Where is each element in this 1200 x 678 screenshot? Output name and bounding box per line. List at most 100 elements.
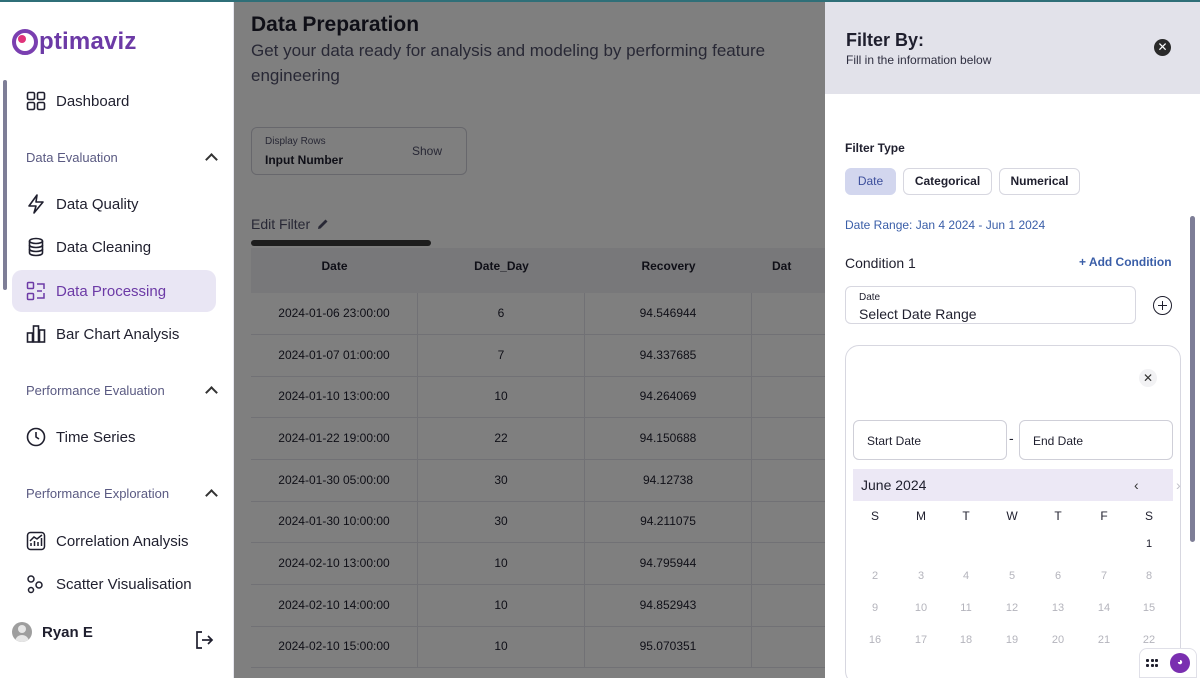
- section-label: Data Evaluation: [26, 150, 118, 165]
- close-picker-icon[interactable]: ✕: [1139, 369, 1157, 387]
- assistant-bot-icon[interactable]: ◕: [1170, 653, 1190, 673]
- calendar-day: 13: [1051, 602, 1065, 614]
- calendar-day: 17: [914, 634, 928, 646]
- calendar-day: 22: [1142, 634, 1156, 646]
- modal-backdrop[interactable]: [234, 2, 825, 678]
- close-icon[interactable]: ✕: [1154, 39, 1171, 56]
- weekday-label: T: [962, 509, 970, 523]
- calendar-day: 14: [1097, 602, 1111, 614]
- brand-name: ptimaviz: [39, 28, 137, 55]
- sidebar-item-data-cleaning[interactable]: Data Cleaning: [12, 226, 216, 268]
- filter-type-date[interactable]: Date: [845, 168, 896, 195]
- filter-type-label: Filter Type: [845, 141, 905, 155]
- calendar-day: 21: [1097, 634, 1111, 646]
- weekday-label: M: [916, 509, 926, 523]
- filter-drawer: Filter By: Fill in the information below…: [825, 2, 1200, 678]
- sidebar-item-dashboard[interactable]: Dashboard: [12, 80, 216, 122]
- calendar-day: 7: [1100, 570, 1108, 582]
- logout-icon[interactable]: [194, 630, 214, 650]
- date-range-text: Date Range: Jan 4 2024 - Jun 1 2024: [845, 218, 1046, 232]
- sidebar-item-label: Correlation Analysis: [56, 532, 189, 550]
- filter-type-numerical[interactable]: Numerical: [999, 168, 1080, 195]
- sidebar: ptimaviz Dashboard Data Evaluation Data …: [0, 0, 234, 678]
- calendar-month-bar: June 2024 ‹ ›: [853, 469, 1181, 501]
- apps-grid-icon[interactable]: [1146, 658, 1158, 668]
- assistant-widget[interactable]: ◕: [1139, 648, 1197, 678]
- sidebar-item-time-series[interactable]: Time Series: [12, 416, 216, 458]
- chevron-up-icon: [205, 386, 218, 399]
- weekday-label: S: [870, 509, 879, 523]
- sidebar-item-label: Scatter Visualisation: [56, 575, 192, 593]
- weekday-label: T: [1054, 509, 1062, 523]
- section-performance-evaluation[interactable]: Performance Evaluation: [26, 383, 220, 399]
- clock-icon: [25, 426, 47, 448]
- user-name: Ryan E: [42, 623, 93, 641]
- section-label: Performance Exploration: [26, 486, 170, 501]
- section-performance-exploration[interactable]: Performance Exploration: [26, 486, 220, 502]
- calendar-day: 19: [1005, 634, 1019, 646]
- processing-icon: [25, 280, 47, 302]
- calendar-day[interactable]: 1: [1145, 538, 1153, 550]
- bolt-icon: [25, 193, 47, 215]
- calendar-day: 9: [871, 602, 879, 614]
- calendar-day: 15: [1142, 602, 1156, 614]
- section-label: Performance Evaluation: [26, 383, 165, 398]
- chevron-up-icon: [205, 153, 218, 166]
- line-chart-icon: [25, 530, 47, 552]
- dashboard-grid-icon: [25, 90, 47, 112]
- calendar-day: 16: [868, 634, 882, 646]
- add-condition-button[interactable]: + Add Condition: [1079, 255, 1172, 269]
- user-profile[interactable]: Ryan E: [12, 622, 93, 642]
- calendar-day: 11: [960, 602, 972, 614]
- calendar-day: 2: [871, 570, 879, 582]
- drawer-subtitle: Fill in the information below: [846, 53, 992, 67]
- logo-mark-icon: [12, 29, 38, 55]
- condition-label: Condition 1: [845, 255, 916, 271]
- calendar-day: 18: [959, 634, 973, 646]
- top-accent-line: [0, 0, 1200, 2]
- drawer-scrollbar[interactable]: [1190, 216, 1195, 542]
- date-picker-card: [845, 345, 1181, 678]
- avatar: [12, 622, 32, 642]
- chevron-up-icon: [205, 489, 218, 502]
- calendar-day: 3: [917, 570, 925, 582]
- sidebar-item-correlation-analysis[interactable]: Correlation Analysis: [12, 520, 216, 562]
- sidebar-item-label: Bar Chart Analysis: [56, 325, 180, 343]
- drawer-title: Filter By:: [846, 30, 925, 50]
- app-logo[interactable]: ptimaviz: [12, 28, 137, 56]
- sidebar-item-data-processing[interactable]: Data Processing: [12, 270, 216, 312]
- calendar-day: 10: [914, 602, 928, 614]
- calendar-day: 8: [1145, 570, 1153, 582]
- scatter-icon: [25, 573, 47, 595]
- sidebar-item-bar-chart-analysis[interactable]: Bar Chart Analysis: [12, 313, 216, 355]
- sidebar-item-scatter-visualisation[interactable]: Scatter Visualisation: [12, 563, 216, 605]
- calendar-day: 4: [962, 570, 970, 582]
- database-icon: [25, 236, 47, 258]
- bar-chart-icon: [25, 323, 47, 345]
- sidebar-item-label: Dashboard: [56, 92, 130, 110]
- chevron-right-icon[interactable]: ›: [1176, 477, 1181, 493]
- add-circle-icon[interactable]: [1153, 296, 1172, 315]
- date-field-label: Date: [859, 292, 881, 303]
- weekday-label: F: [1100, 509, 1108, 523]
- calendar-day: 20: [1051, 634, 1065, 646]
- start-date-input[interactable]: Start Date: [853, 420, 1007, 460]
- calendar-day: 12: [1005, 602, 1019, 614]
- sidebar-item-data-quality[interactable]: Data Quality: [12, 183, 216, 225]
- sidebar-scrollbar[interactable]: [3, 80, 7, 290]
- sidebar-item-label: Data Quality: [56, 195, 139, 213]
- weekday-label: S: [1144, 509, 1153, 523]
- chevron-left-icon[interactable]: ‹: [1134, 477, 1139, 493]
- date-field-value: Select Date Range: [859, 306, 977, 322]
- date-range-select[interactable]: Date Select Date Range: [845, 286, 1136, 324]
- filter-type-categorical[interactable]: Categorical: [903, 168, 992, 195]
- date-separator: -: [1009, 430, 1014, 446]
- calendar-month-label: June 2024: [861, 477, 927, 493]
- calendar-day: 6: [1054, 570, 1062, 582]
- calendar-day: 5: [1008, 570, 1016, 582]
- weekday-label: W: [1006, 509, 1018, 523]
- sidebar-item-label: Data Processing: [56, 282, 167, 300]
- section-data-evaluation[interactable]: Data Evaluation: [26, 150, 220, 166]
- sidebar-item-label: Data Cleaning: [56, 238, 152, 256]
- end-date-input[interactable]: End Date: [1019, 420, 1173, 460]
